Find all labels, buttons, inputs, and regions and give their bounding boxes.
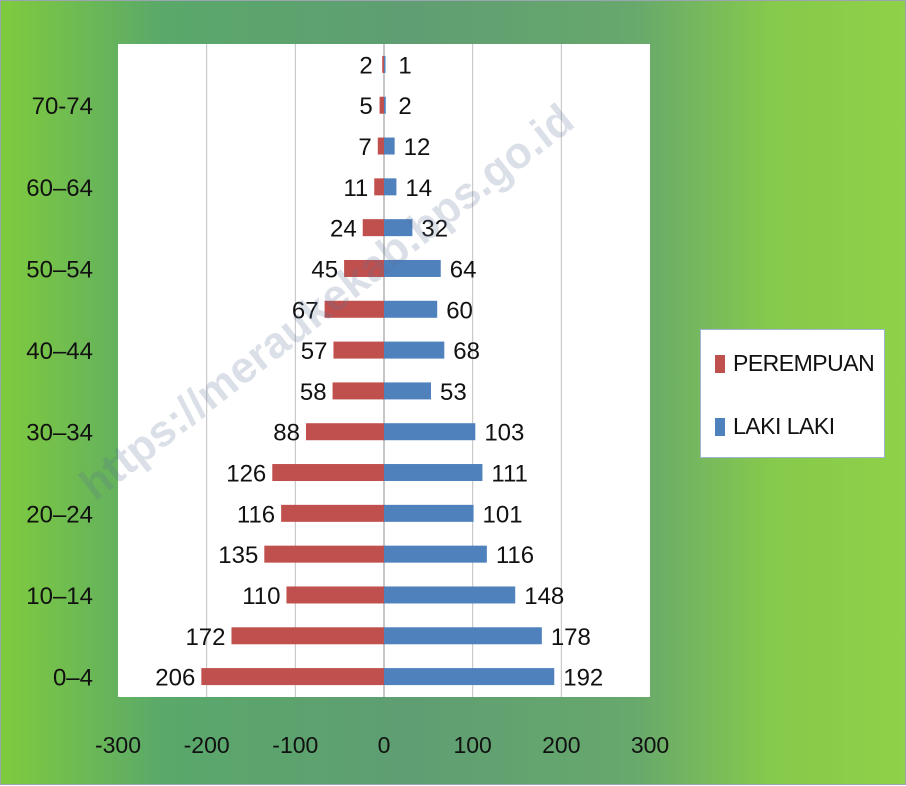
data-label-perempuan-10: 45 xyxy=(311,256,338,283)
bar-perempuan-15 xyxy=(382,55,384,73)
data-label-laki-0: 192 xyxy=(563,665,603,692)
legend-entry-perempuan: PEREMPUAN xyxy=(715,350,875,377)
bar-laki-12 xyxy=(384,178,397,196)
legend: PEREMPUAN LAKI LAKI xyxy=(700,329,885,458)
bar-laki-8 xyxy=(384,341,445,359)
y-tick-label-7: 70-74 xyxy=(32,93,93,120)
data-label-perempuan-14: 5 xyxy=(359,93,372,120)
bar-laki-1 xyxy=(384,627,542,645)
data-label-perempuan-11: 24 xyxy=(330,216,357,243)
legend-swatch-laki xyxy=(715,417,725,436)
x-tick-label-3: 0 xyxy=(378,732,391,758)
data-label-perempuan-13: 7 xyxy=(358,134,371,161)
bar-laki-6 xyxy=(384,423,476,441)
y-axis-tick-labels: 0–4 10–14 20–24 30–34 40–44 50–54 60–64 70-74 xyxy=(26,93,93,691)
bar-perempuan-3 xyxy=(264,545,384,563)
data-label-perempuan-15: 2 xyxy=(359,52,372,79)
legend-label-perempuan: PEREMPUAN xyxy=(733,350,875,376)
data-label-perempuan-9: 67 xyxy=(292,297,319,324)
data-label-perempuan-6: 88 xyxy=(273,420,300,447)
x-axis-tick-labels: -300 -200 -100 0 100 200 300 xyxy=(95,732,669,758)
bar-perempuan-14 xyxy=(379,96,384,114)
bar-perempuan-12 xyxy=(374,178,384,196)
data-label-laki-10: 64 xyxy=(450,256,477,283)
y-tick-label-0: 0–4 xyxy=(53,665,93,692)
bar-perempuan-4 xyxy=(281,504,384,522)
bar-perempuan-10 xyxy=(344,259,384,277)
x-tick-label-1: -200 xyxy=(184,732,230,758)
bar-perempuan-5 xyxy=(272,464,384,482)
bar-laki-2 xyxy=(384,586,516,604)
data-label-laki-4: 101 xyxy=(483,501,523,528)
data-label-laki-14: 2 xyxy=(398,93,411,120)
x-tick-label-2: -100 xyxy=(272,732,318,758)
bar-laki-7 xyxy=(384,382,431,400)
data-label-perempuan-0: 206 xyxy=(155,665,195,692)
data-label-perempuan-2: 110 xyxy=(242,583,280,610)
bar-perempuan-13 xyxy=(377,137,384,155)
bar-perempuan-9 xyxy=(324,300,384,318)
bar-perempuan-1 xyxy=(231,627,384,645)
data-label-laki-11: 32 xyxy=(421,216,448,243)
bar-laki-3 xyxy=(384,545,487,563)
y-tick-label-6: 60–64 xyxy=(26,175,93,202)
data-label-laki-6: 103 xyxy=(484,420,524,447)
bar-perempuan-7 xyxy=(332,382,384,400)
bar-perempuan-11 xyxy=(362,219,384,237)
data-label-perempuan-5: 126 xyxy=(226,461,266,488)
data-label-perempuan-12: 11 xyxy=(343,175,368,202)
y-tick-label-2: 20–24 xyxy=(26,501,93,528)
data-labels: 2061721101351161268858576745241175219217… xyxy=(155,52,603,691)
bar-laki-0 xyxy=(384,668,555,686)
bar-laki-5 xyxy=(384,464,483,482)
data-label-perempuan-7: 58 xyxy=(300,379,327,406)
data-label-perempuan-1: 172 xyxy=(185,624,225,651)
y-tick-label-5: 50–54 xyxy=(26,256,93,283)
bar-laki-4 xyxy=(384,504,474,522)
bar-laki-13 xyxy=(384,137,395,155)
y-tick-label-3: 30–34 xyxy=(26,420,93,447)
data-label-laki-8: 68 xyxy=(453,338,480,365)
x-tick-label-4: 100 xyxy=(453,732,491,758)
bar-perempuan-6 xyxy=(305,423,384,441)
data-label-perempuan-8: 57 xyxy=(301,338,328,365)
y-tick-label-4: 40–44 xyxy=(26,338,93,365)
x-tick-label-0: -300 xyxy=(95,732,141,758)
bar-laki-10 xyxy=(384,259,441,277)
legend-label-laki: LAKI LAKI xyxy=(733,413,835,439)
data-label-laki-3: 116 xyxy=(496,542,534,569)
bar-perempuan-8 xyxy=(333,341,384,359)
bar-laki-11 xyxy=(384,219,413,237)
data-label-laki-5: 111 xyxy=(491,461,527,488)
data-label-laki-2: 148 xyxy=(524,583,564,610)
x-tick-label-6: 300 xyxy=(631,732,669,758)
data-label-perempuan-3: 135 xyxy=(218,542,258,569)
bar-laki-15 xyxy=(384,55,386,73)
data-label-laki-9: 60 xyxy=(446,297,473,324)
legend-swatch-perempuan xyxy=(715,354,725,373)
bar-perempuan-2 xyxy=(286,586,384,604)
x-tick-label-5: 200 xyxy=(542,732,580,758)
bar-laki-9 xyxy=(384,300,438,318)
data-label-perempuan-4: 116 xyxy=(237,501,275,528)
legend-entry-laki: LAKI LAKI xyxy=(715,413,835,440)
y-tick-label-1: 10–14 xyxy=(26,583,93,610)
data-label-laki-1: 178 xyxy=(551,624,591,651)
bar-perempuan-0 xyxy=(201,668,384,686)
data-label-laki-12: 14 xyxy=(405,175,432,202)
data-label-laki-15: 1 xyxy=(398,52,411,79)
data-label-laki-13: 12 xyxy=(404,134,431,161)
bars xyxy=(201,55,555,686)
data-label-laki-7: 53 xyxy=(440,379,467,406)
bar-laki-14 xyxy=(384,96,386,114)
